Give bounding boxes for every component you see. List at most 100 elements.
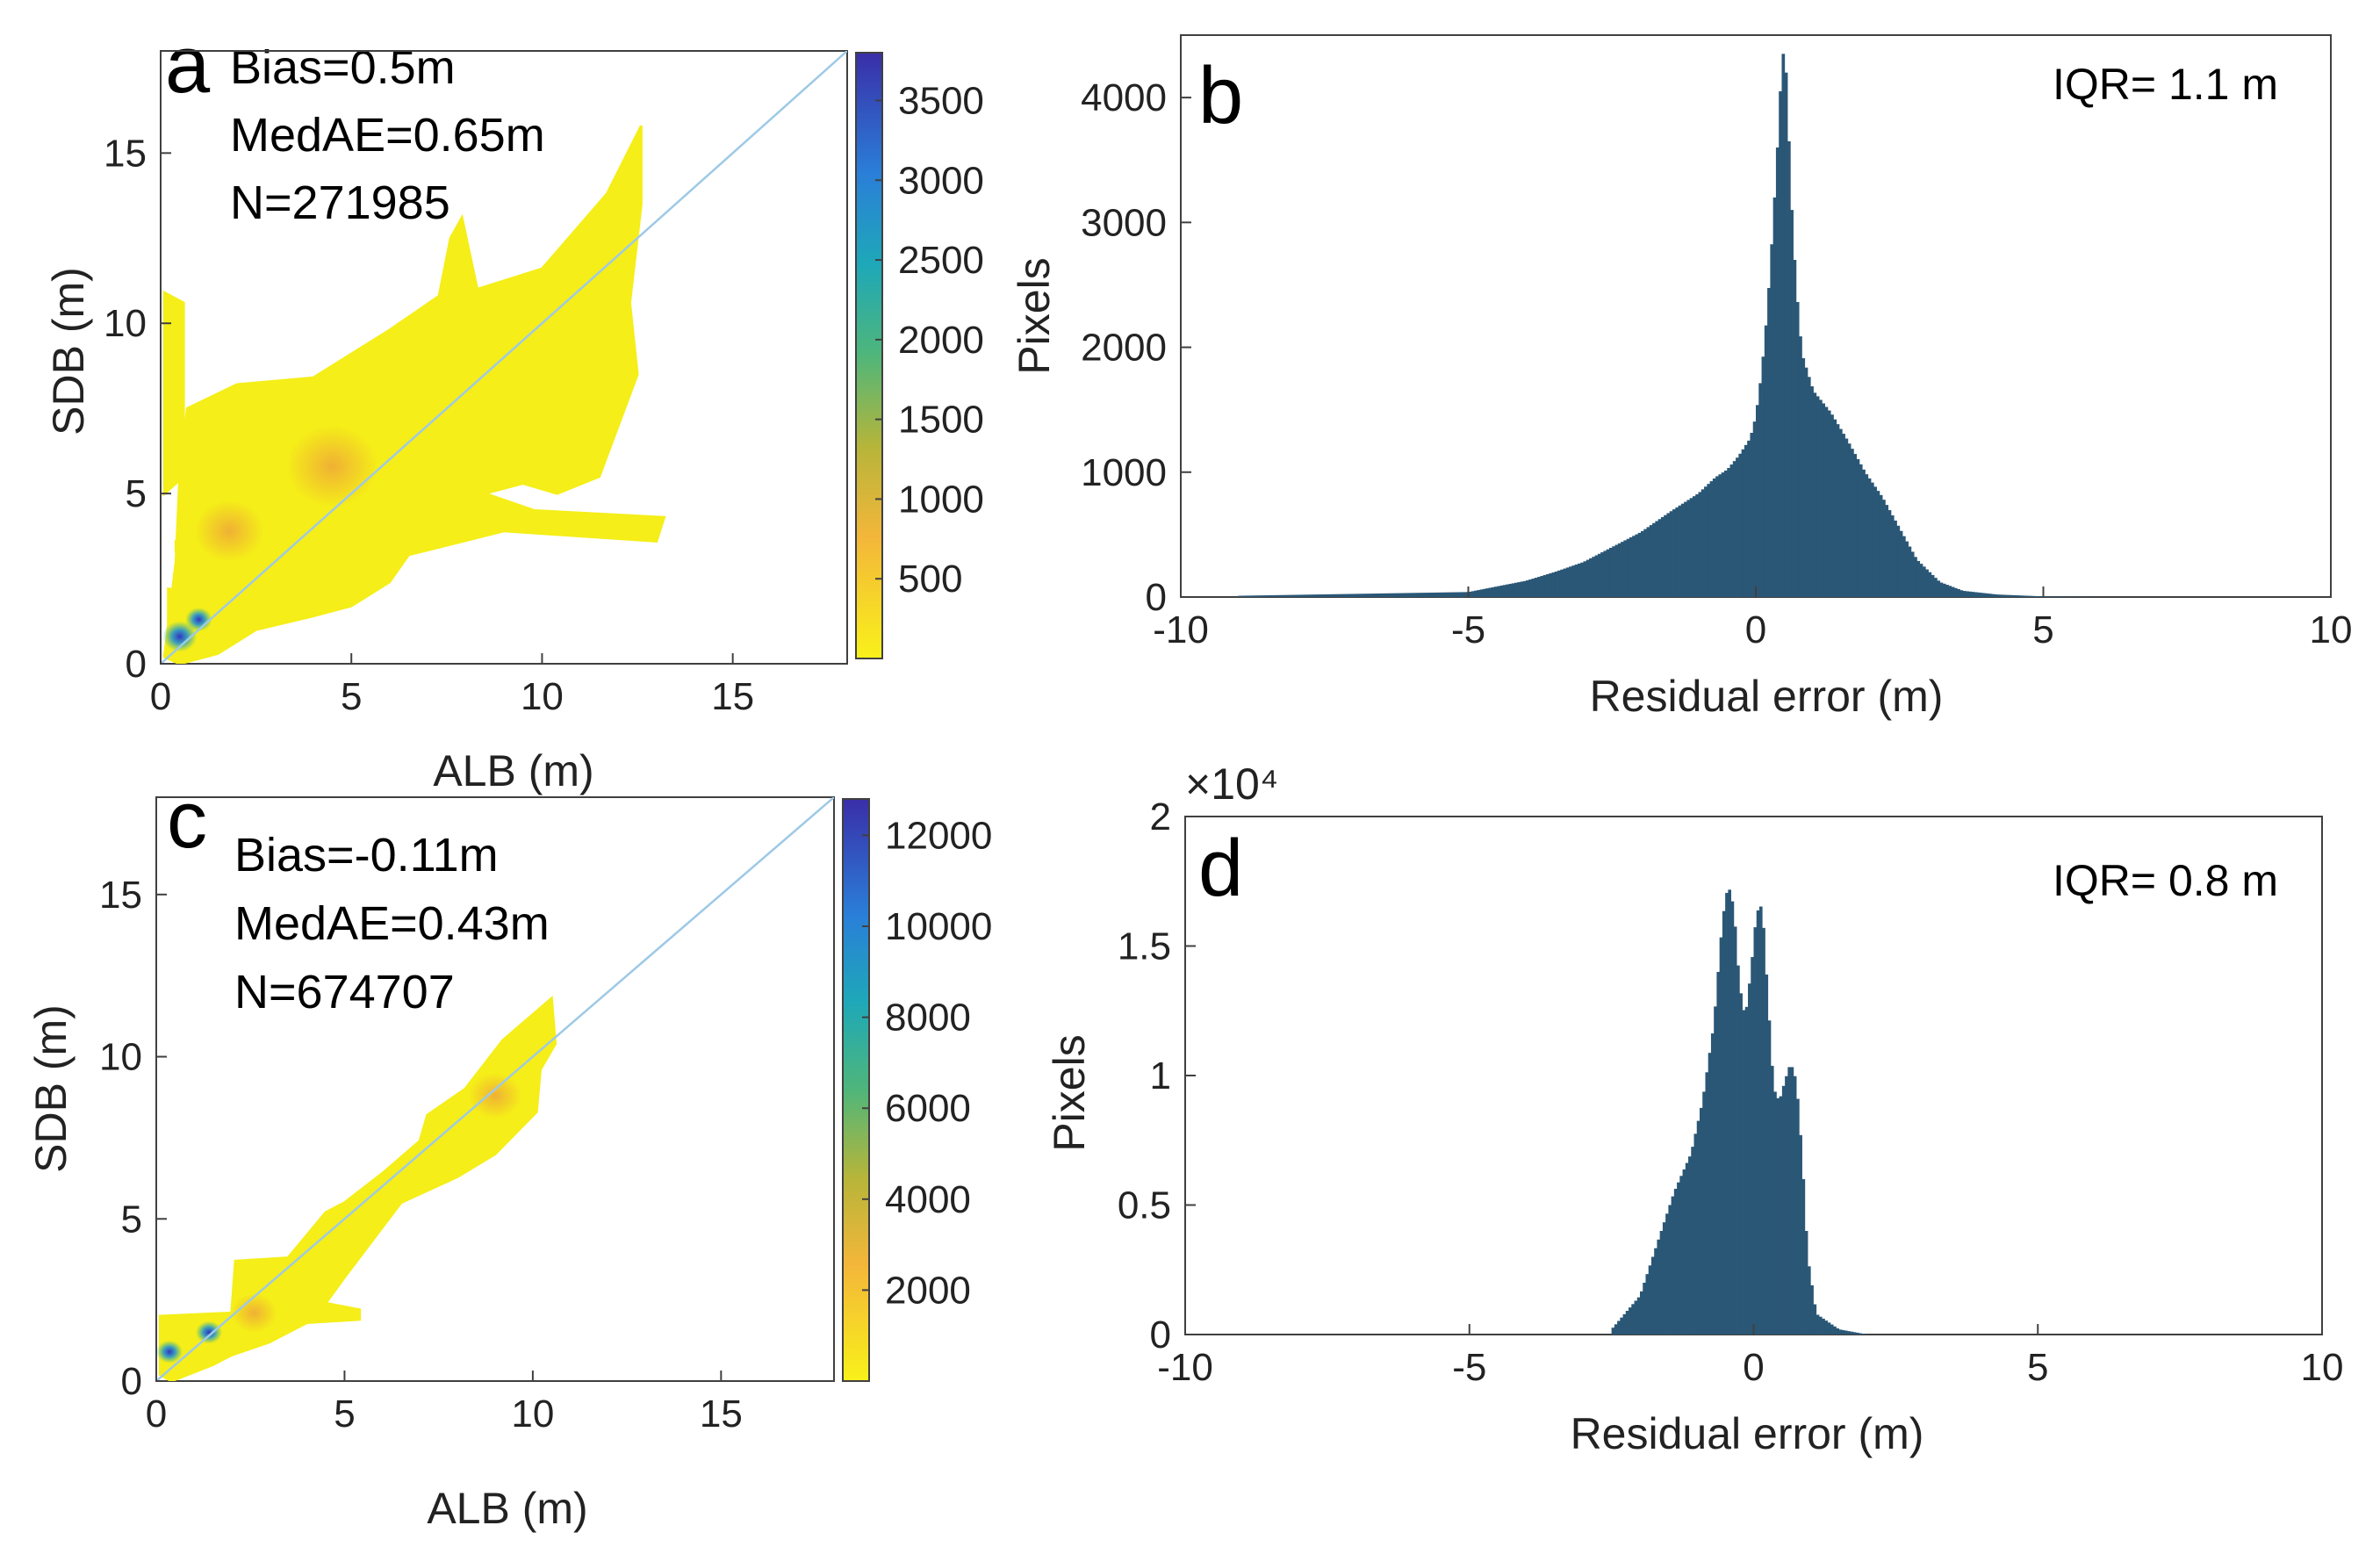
panel-a-stat-medae: MedAE=0.65m	[230, 109, 545, 162]
hist-bar	[1617, 543, 1621, 597]
hist-bar	[1810, 386, 1814, 597]
hist-bar	[1344, 594, 1348, 597]
hist-bar	[1665, 1213, 1669, 1335]
panel-d-bars	[1611, 889, 1868, 1335]
hist-bar	[1801, 1179, 1806, 1335]
hist-bar	[1885, 505, 1889, 597]
hist-bar	[1733, 926, 1737, 1335]
hist-bar	[1416, 593, 1420, 597]
hist-bar	[2052, 596, 2055, 597]
hist-bar	[1934, 578, 1938, 597]
panel-c-density	[156, 797, 834, 1381]
hist-bar	[1844, 438, 1849, 597]
hist-bar	[1430, 592, 1434, 597]
hist-bar	[1948, 586, 1952, 597]
hist-bar	[1873, 486, 1877, 597]
density-hotspot-a-3	[185, 608, 212, 632]
hist-bar	[1563, 568, 1567, 597]
hist-bar	[1296, 594, 1299, 597]
hist-bar	[1818, 1316, 1823, 1335]
hist-bar	[1709, 481, 1714, 597]
hist-bar	[1367, 594, 1371, 597]
hist-bar	[1793, 1076, 1797, 1335]
hist-bar	[1819, 399, 1823, 597]
hist-bar	[1937, 580, 1941, 597]
hist-bar	[1485, 588, 1489, 597]
hist-bar	[1905, 541, 1909, 597]
hist-bar	[1506, 584, 1509, 597]
hist-bar	[1662, 1222, 1666, 1335]
hist-bar	[1787, 140, 1791, 597]
hist-bar	[1827, 410, 1831, 597]
hist-bar	[1606, 549, 1610, 597]
panel-a-density	[161, 51, 847, 664]
hist-bar	[1600, 552, 1604, 597]
hist-bar	[1688, 1156, 1692, 1335]
hist-bar	[1439, 592, 1443, 597]
hist-bar	[1836, 424, 1840, 597]
hist-bar	[1876, 491, 1880, 597]
hist-bar	[1758, 906, 1763, 1335]
hist-bar	[1767, 1020, 1772, 1335]
panel-a-axes-box	[160, 50, 848, 665]
hist-bar	[1281, 594, 1285, 597]
panel-a-colorbar-bar	[855, 52, 883, 659]
hist-bar	[1751, 957, 1754, 1335]
hist-bar	[1657, 519, 1662, 597]
hist-bar	[1384, 593, 1389, 597]
hist-bar	[2040, 596, 2044, 597]
hist-bar	[1614, 1324, 1618, 1335]
hist-bar	[1497, 586, 1500, 597]
y-tick-label-d-0: 0	[1150, 1313, 1171, 1356]
hist-bar	[1554, 571, 1558, 597]
x-tick-label-d-3: 5	[2027, 1346, 2048, 1389]
panel-c-axes-box	[155, 796, 835, 1382]
hist-bar	[1445, 592, 1449, 597]
hist-bar	[1986, 593, 1989, 597]
hist-bar	[1830, 1324, 1834, 1335]
hist-bar	[2009, 594, 2012, 597]
hist-bar	[1779, 1096, 1783, 1335]
hist-bar	[1240, 595, 1245, 597]
hist-bar	[1324, 594, 1328, 597]
hist-bar	[1712, 478, 1716, 597]
hist-bar	[1643, 529, 1647, 597]
hist-bar	[2014, 595, 2018, 597]
panel-c-stat-n: N=674707	[234, 966, 455, 1018]
hist-bar	[1621, 542, 1624, 597]
hist-bar	[1727, 467, 1730, 597]
panel-c-identity-line	[156, 797, 834, 1381]
hist-bar	[1959, 590, 1964, 597]
hist-bar	[1744, 1006, 1749, 1335]
hist-bar	[1982, 593, 1987, 597]
hist-bar	[2011, 594, 2016, 597]
colorbar-tick-label-c-0: 2000	[885, 1269, 971, 1312]
hist-bar	[1842, 434, 1845, 597]
hist-bar	[2054, 596, 2059, 597]
hist-bar	[1247, 595, 1250, 597]
hist-bar	[1968, 591, 1973, 597]
hist-bar	[1502, 585, 1506, 597]
y-tick-label-c-2: 10	[99, 1036, 142, 1079]
hist-bar	[1723, 471, 1728, 597]
hist-bar	[1378, 593, 1383, 597]
hist-bar	[1770, 1065, 1774, 1335]
panel-a-colorbar: 500 1000 1500 2000 2500 3000 3500	[855, 52, 984, 659]
hist-bar	[2020, 595, 2024, 597]
hist-bar	[1776, 1097, 1780, 1335]
hist-bar	[1833, 419, 1837, 597]
hist-bar	[1859, 464, 1863, 597]
y-tick-label-b-4: 4000	[1081, 76, 1167, 119]
hist-bar	[1413, 593, 1417, 597]
hist-bar	[1660, 516, 1665, 597]
hist-bar	[1822, 1318, 1825, 1335]
hist-bar	[1491, 586, 1495, 597]
hist-bar	[1327, 594, 1331, 597]
hist-bar	[1827, 1322, 1831, 1335]
hist-bar	[1355, 594, 1360, 597]
hist-bar	[1335, 594, 1340, 597]
y-tick-label-b-0: 0	[1146, 576, 1167, 619]
colorbar-tick-label-a-1: 1000	[898, 478, 984, 521]
hist-bar	[1488, 587, 1492, 597]
